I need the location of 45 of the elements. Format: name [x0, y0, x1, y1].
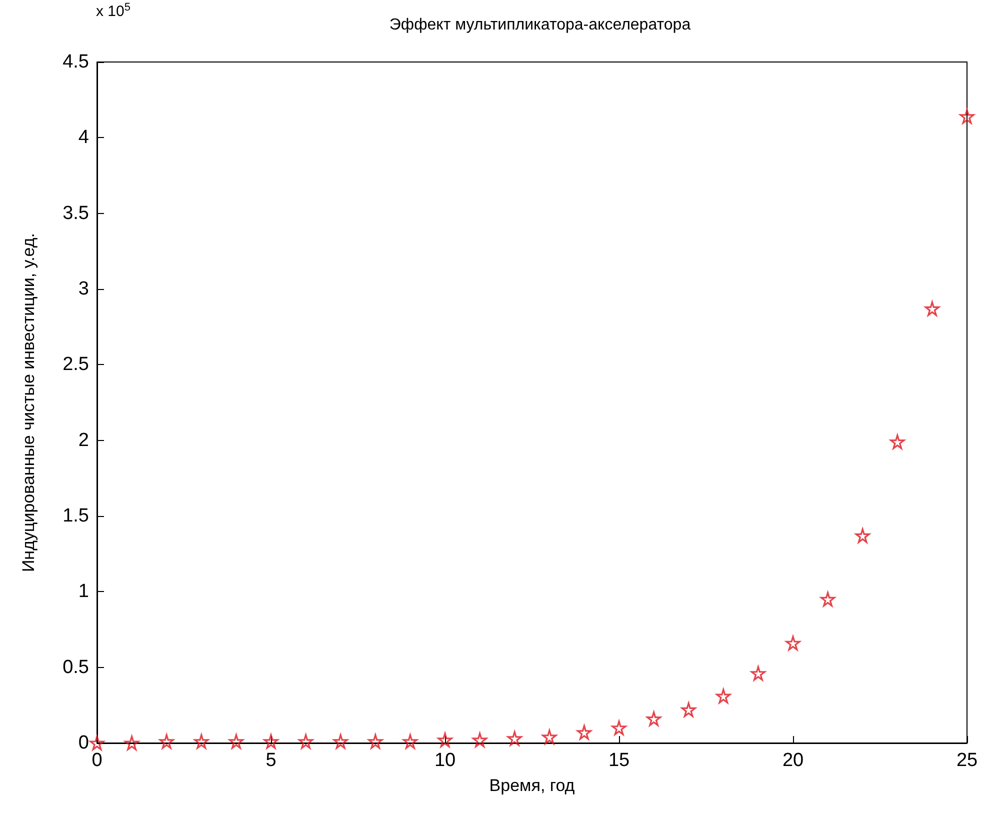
point — [820, 592, 836, 607]
point — [438, 732, 452, 748]
point — [228, 734, 244, 749]
y-tick-label: 3 — [78, 278, 89, 300]
y-tick-label: 0 — [78, 732, 89, 754]
point — [402, 734, 418, 749]
point — [90, 736, 104, 750]
point — [750, 666, 766, 681]
point — [576, 725, 592, 740]
point — [890, 434, 905, 450]
x-tick-label: 5 — [266, 750, 276, 771]
y-axis-title: Индуцированные чистые инвестиции, у.ед. — [19, 232, 38, 572]
x-tick-label: 25 — [956, 750, 978, 771]
y-tick-label: 2.5 — [62, 354, 89, 376]
point — [507, 731, 522, 746]
point — [264, 734, 278, 749]
x-tick-label: 15 — [608, 750, 630, 771]
point — [298, 734, 314, 749]
point — [159, 734, 174, 749]
y-tick-label: 2 — [78, 430, 89, 451]
point — [194, 734, 209, 749]
point — [716, 688, 731, 704]
point — [855, 528, 870, 543]
y-tick-label: 1 — [78, 581, 89, 602]
point — [368, 734, 383, 749]
y-tick-label: 4.5 — [62, 52, 89, 72]
point — [681, 702, 696, 718]
chart-title: Эффект мультипликатора-акселератора — [389, 16, 691, 34]
point — [786, 636, 800, 650]
point — [924, 301, 940, 316]
point — [646, 711, 662, 726]
y-tick-label: 0.5 — [62, 656, 89, 678]
point — [542, 730, 557, 744]
point — [124, 736, 140, 750]
point — [333, 734, 348, 749]
point — [472, 732, 488, 748]
point — [960, 109, 974, 124]
x-tick-label: 10 — [434, 750, 456, 771]
y-tick-label: 4 — [78, 127, 90, 148]
y-tick-label: 3.5 — [62, 202, 89, 224]
x-axis-title: Время, год — [489, 776, 575, 795]
x-tick-label: 0 — [92, 750, 102, 771]
x-tick-label: 20 — [782, 750, 804, 771]
point — [612, 720, 626, 736]
y-tick-label: 1.5 — [62, 506, 89, 526]
